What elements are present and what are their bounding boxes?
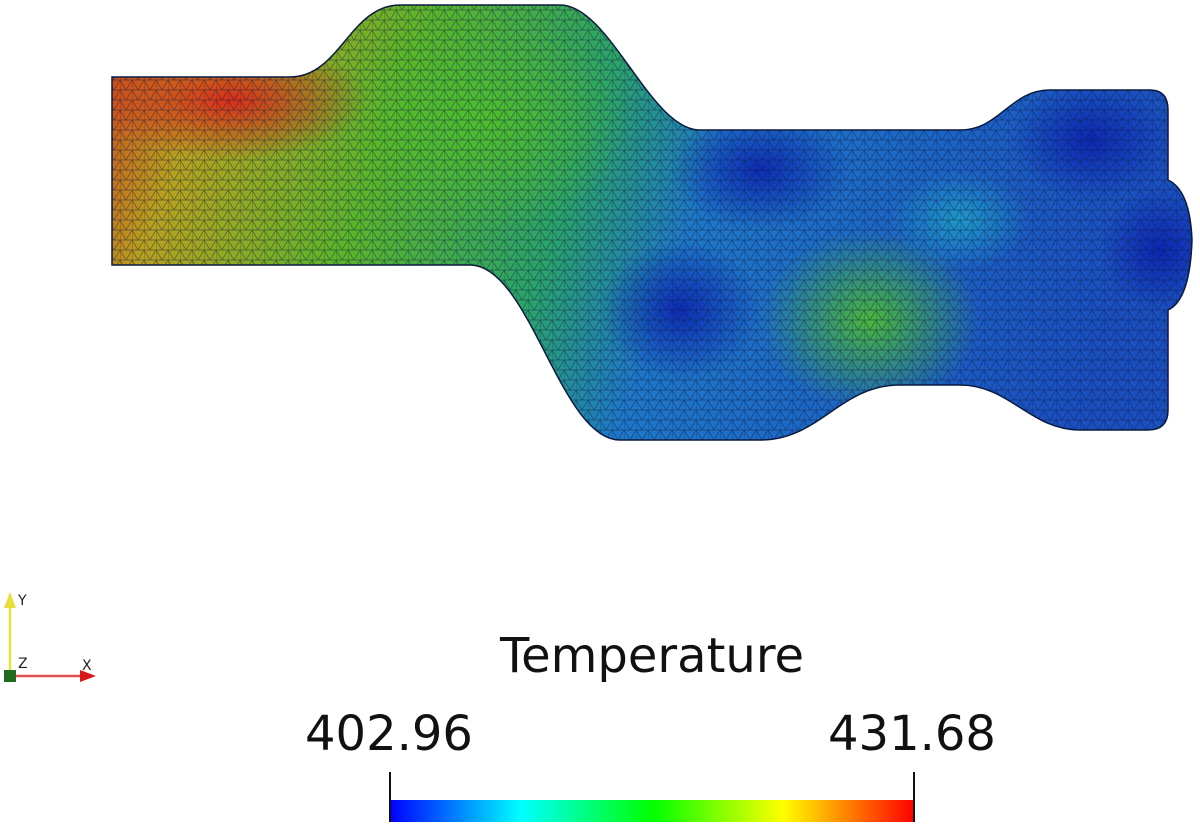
y-label: Y — [17, 593, 27, 609]
z-axis — [4, 670, 16, 682]
orientation-axes: Y Z X — [4, 592, 96, 682]
z-label: Z — [18, 656, 28, 672]
mesh-field — [112, 5, 1192, 440]
legend-title: Temperature — [499, 628, 804, 684]
color-legend: Temperature 402.96 431.68 — [305, 628, 996, 822]
color-bar — [390, 800, 914, 822]
legend-max: 431.68 — [828, 706, 996, 762]
y-arrow — [4, 592, 16, 608]
x-arrow — [80, 670, 96, 682]
x-label: X — [82, 658, 92, 674]
legend-min: 402.96 — [305, 706, 473, 762]
